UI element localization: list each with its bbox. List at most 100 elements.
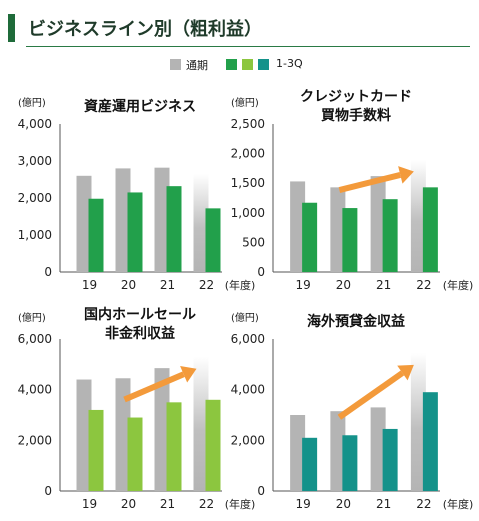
y-tick-label: 4,000 — [18, 117, 52, 131]
legend-label-q3: 1-3Q — [276, 57, 303, 70]
bar-q3 — [342, 208, 358, 272]
x-tick-label: 21 — [376, 278, 391, 292]
header-accent-bar — [8, 14, 15, 42]
y-tick-label: 3,000 — [18, 154, 52, 168]
chart-title: 海外預貸金収益 — [276, 313, 436, 332]
x-tick-label: 22 — [199, 278, 214, 292]
bar-full-year — [76, 175, 92, 272]
x-tick-label: 21 — [160, 497, 175, 511]
trend-arrow-head — [398, 166, 414, 184]
y-unit-label: (億円) — [18, 98, 46, 109]
bar-q3 — [422, 392, 438, 491]
y-unit-label: (億円) — [231, 313, 259, 324]
bar-full-year — [330, 187, 346, 272]
y-tick-label: 2,000 — [231, 147, 265, 161]
page-title: ビジネスライン別（粗利益） — [28, 19, 262, 40]
x-tick-label: 22 — [416, 278, 431, 292]
x-tick-label: 19 — [82, 278, 97, 292]
chart-svg: 0 2,000 4,000 6,000 19 20 21 22 (年度) — [18, 332, 256, 511]
chart-title: クレジットカード 買物手数料 — [276, 88, 436, 126]
bar-q3 — [88, 409, 104, 491]
y-unit-label: (億円) — [18, 313, 46, 324]
bar-q3 — [302, 437, 318, 491]
bar-full-year — [290, 415, 306, 491]
chart-panel: 国内ホールセール 非金利収益 (億円) 0 2,000 4,000 6,000 19 20 21 2… — [0, 303, 256, 521]
x-tick-label: 19 — [295, 497, 310, 511]
x-tick-label: 20 — [121, 497, 136, 511]
y-tick-label: 2,000 — [18, 433, 52, 447]
chart-panel: 資産運用ビジネス (億円) 0 1,000 2,000 3,000 4,000 19 20 21 2… — [0, 88, 256, 303]
bar-full-year — [115, 168, 131, 272]
bar-full-year — [193, 356, 209, 491]
y-tick-label: 0 — [257, 265, 265, 279]
y-tick-label: 6,000 — [18, 332, 52, 346]
bar-q3 — [422, 187, 438, 272]
chart-title-line: 国内ホールセール — [84, 307, 196, 323]
header-divider — [26, 46, 470, 47]
section-header: ビジネスライン別（粗利益） — [8, 10, 470, 47]
bar-full-year — [410, 159, 426, 272]
bar-full-year — [370, 407, 386, 491]
bar-q3 — [382, 199, 398, 272]
chart-title-line: 資産運用ビジネス — [84, 99, 196, 115]
chart-svg: 0 2,000 4,000 6,000 19 20 21 22 (年度) — [231, 332, 474, 511]
chart-title-line: 非金利収益 — [105, 326, 175, 342]
x-tick-label: 19 — [82, 497, 97, 511]
bar-full-year — [115, 378, 131, 491]
legend-swatch-full-year — [170, 59, 181, 70]
x-tick-label: 22 — [199, 497, 214, 511]
chart-panel: クレジットカード 買物手数料 (億円) 0 500 1,000 1,500 2,000 2,50… — [231, 88, 479, 303]
bar-q3 — [127, 192, 143, 272]
y-tick-label: 1,500 — [231, 176, 265, 190]
bar-q3 — [205, 208, 221, 272]
y-tick-label: 1,000 — [231, 206, 265, 220]
y-tick-label: 500 — [242, 235, 265, 249]
trend-arrow-head — [180, 365, 197, 383]
x-unit-label: (年度) — [225, 278, 256, 292]
x-tick-label: 20 — [121, 278, 136, 292]
bar-full-year — [330, 411, 346, 491]
bar-full-year — [410, 352, 426, 491]
x-unit-label: (年度) — [443, 278, 474, 292]
y-tick-label: 0 — [257, 484, 265, 498]
bar-q3 — [166, 186, 182, 272]
y-tick-label: 6,000 — [231, 332, 265, 346]
x-tick-label: 20 — [336, 497, 351, 511]
y-tick-label: 2,500 — [231, 117, 265, 131]
bar-q3 — [382, 428, 398, 491]
trend-arrow-shaft — [123, 371, 185, 403]
bar-full-year — [76, 379, 92, 491]
bar-q3 — [342, 435, 358, 491]
y-tick-label: 0 — [44, 484, 52, 498]
x-tick-label: 20 — [336, 278, 351, 292]
chart-title-line: クレジットカード — [300, 89, 412, 105]
chart-title: 資産運用ビジネス — [60, 98, 220, 117]
bar-q3 — [88, 198, 104, 272]
y-tick-label: 0 — [44, 265, 52, 279]
legend-swatch-q3-green — [226, 59, 237, 70]
x-tick-label: 22 — [416, 497, 431, 511]
legend-label-full-year: 通期 — [186, 59, 208, 72]
bar-q3 — [302, 202, 318, 272]
chart-svg: 0 500 1,000 1,500 2,000 2,500 19 20 21 22 (年度) — [231, 117, 474, 292]
y-tick-label: 4,000 — [231, 383, 265, 397]
trend-arrow-shaft — [338, 171, 402, 193]
chart-title-line: 買物手数料 — [321, 108, 391, 124]
chart-title: 国内ホールセール 非金利収益 — [60, 306, 220, 344]
y-tick-label: 2,000 — [231, 433, 265, 447]
chart-svg: 0 1,000 2,000 3,000 4,000 19 20 21 22 (年度) — [18, 117, 256, 292]
x-tick-label: 21 — [376, 497, 391, 511]
bar-full-year — [193, 173, 209, 272]
legend-swatch-q3-teal — [258, 59, 269, 70]
y-tick-label: 4,000 — [18, 383, 52, 397]
bar-full-year — [290, 181, 306, 272]
bar-full-year — [370, 176, 386, 272]
x-tick-label: 19 — [295, 278, 310, 292]
bar-q3 — [166, 402, 182, 491]
bar-q3 — [205, 399, 221, 491]
chart-panel: 海外預貸金収益 (億円) 0 2,000 4,000 6,000 19 20 21 22 (年度) — [231, 303, 479, 521]
bar-full-year — [154, 167, 170, 272]
x-tick-label: 21 — [160, 278, 175, 292]
bar-q3 — [127, 417, 143, 491]
trend-arrow-shaft — [337, 370, 405, 420]
